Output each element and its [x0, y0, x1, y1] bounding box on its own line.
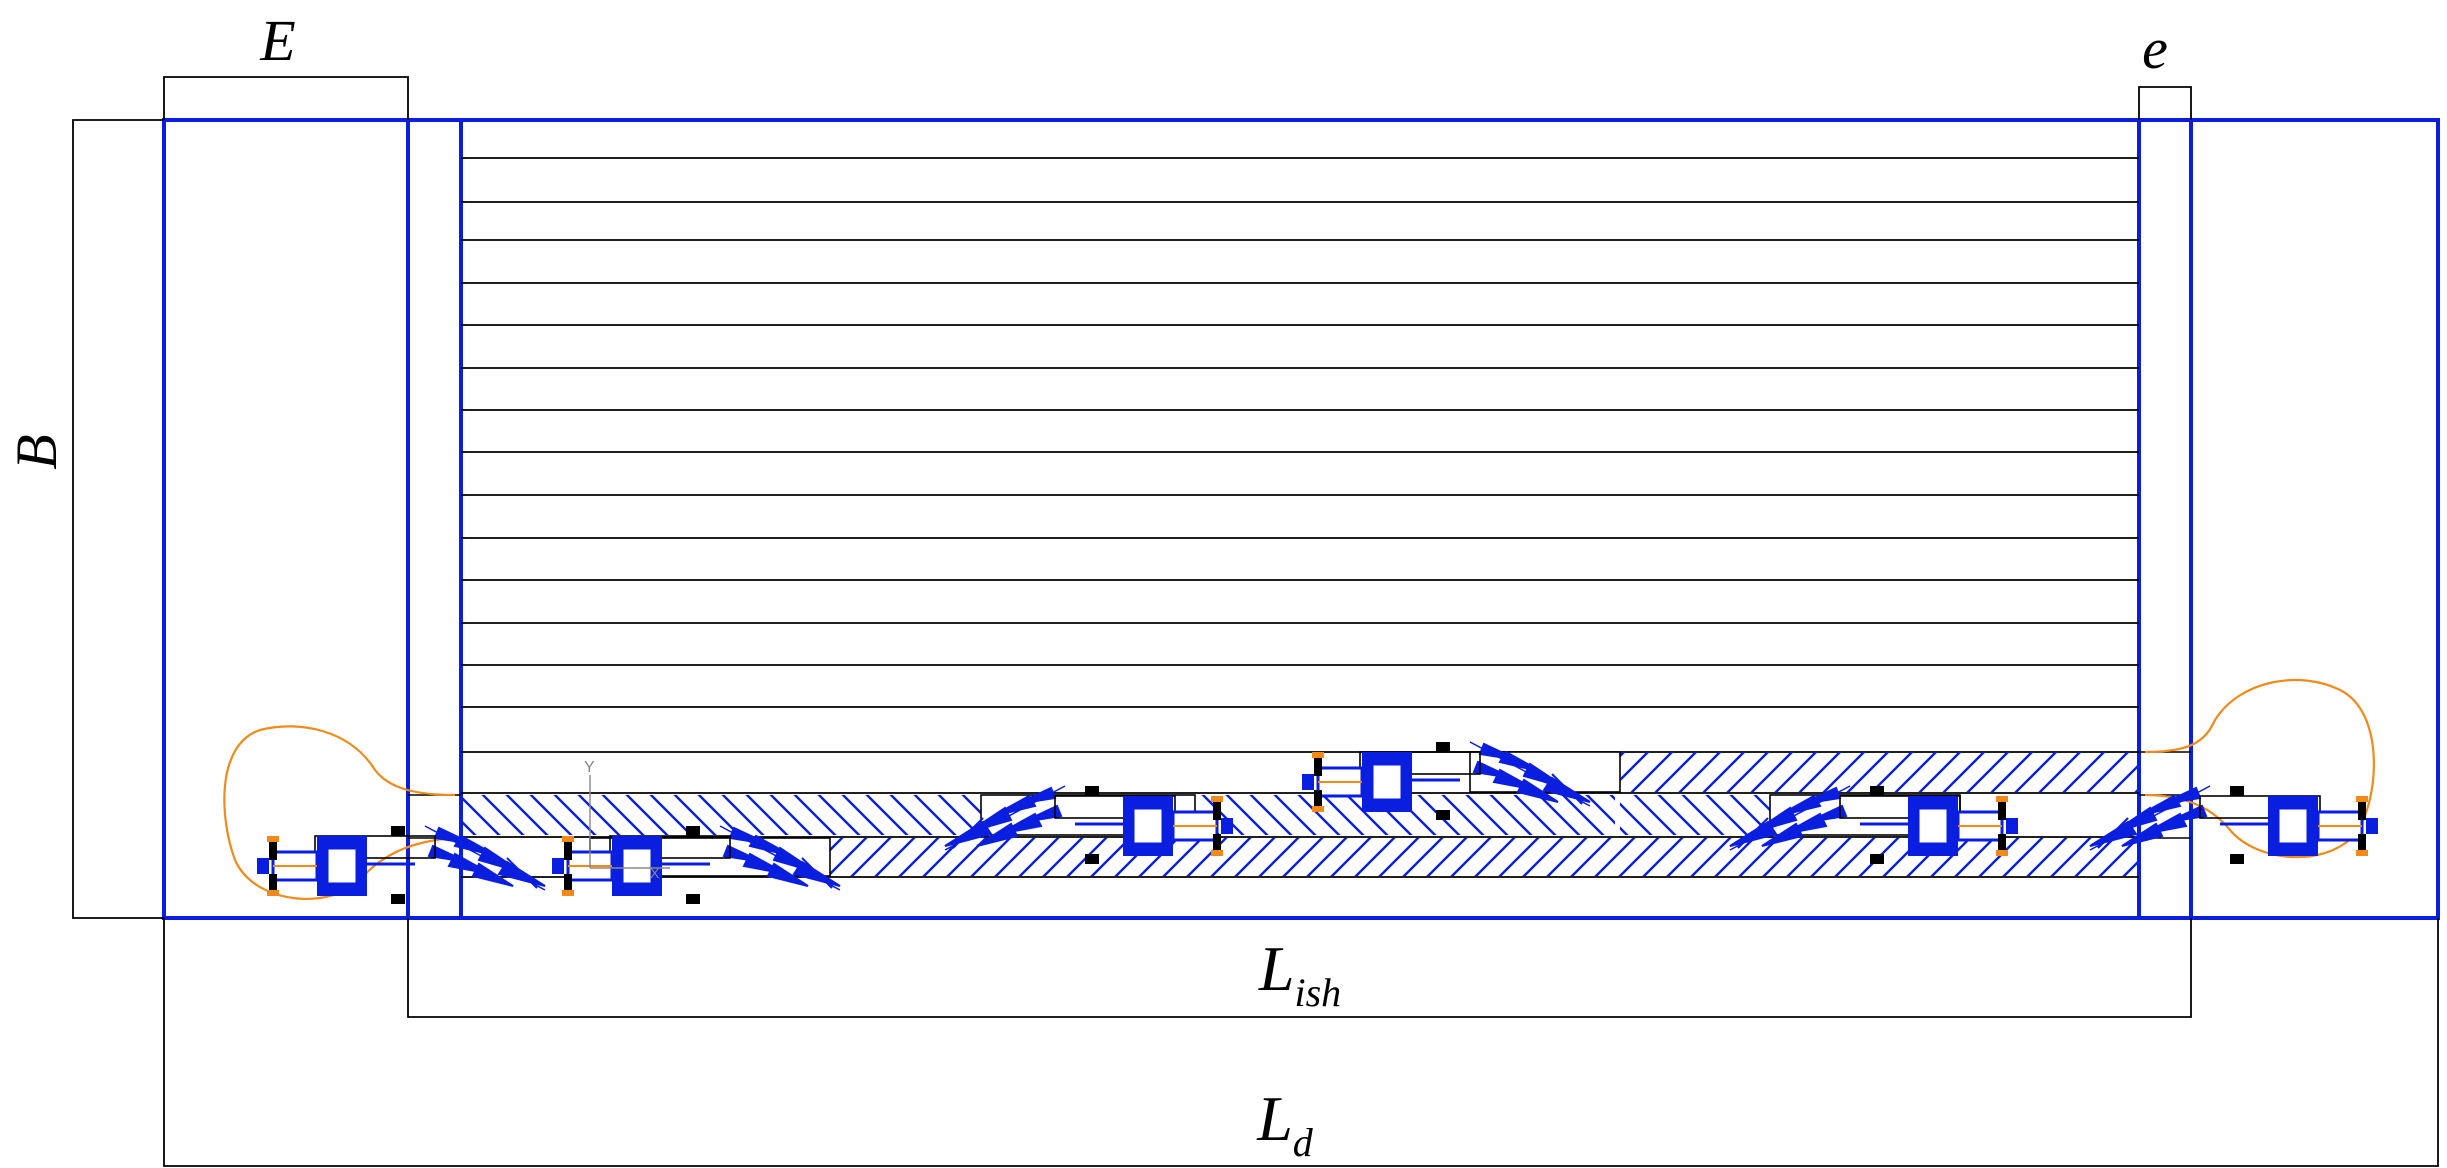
label-L-ish-sub: ish: [1294, 970, 1341, 1015]
label-L-d-sub: d: [1293, 1120, 1314, 1165]
dim-B: [72, 119, 164, 919]
dim-E: [163, 76, 409, 120]
dim-L-d: [163, 918, 2439, 1167]
hatch-upper-mid2: [1620, 752, 1760, 792]
dim-e: [2138, 86, 2192, 120]
field-outer-boundary: [162, 118, 2440, 920]
turn-path-right: [2144, 678, 2375, 859]
dimension-labels: E e B Lish Ld: [4, 8, 2168, 1165]
label-B: B: [4, 434, 69, 469]
label-L-d: Ld: [1256, 1083, 1314, 1165]
hatch-upper-left: [461, 795, 981, 835]
axis-marker: Y X: [584, 759, 670, 881]
label-L-ish: Lish: [1258, 933, 1341, 1015]
axis-x-label: X: [650, 865, 660, 881]
dimension-lines: [72, 76, 2439, 1167]
hatch-upper-right2: [1620, 795, 1770, 835]
label-L-ish-main: L: [1258, 933, 1295, 1004]
dim-L-ish: [407, 918, 2192, 1018]
label-e: e: [2142, 16, 2168, 81]
processed-area-hatching: [461, 751, 2139, 877]
axis-y-label: Y: [584, 759, 595, 776]
hatch-upper-right: [1760, 752, 2139, 792]
label-E: E: [259, 8, 295, 73]
pass-lines: [461, 157, 2139, 878]
label-L-d-main: L: [1256, 1083, 1293, 1154]
